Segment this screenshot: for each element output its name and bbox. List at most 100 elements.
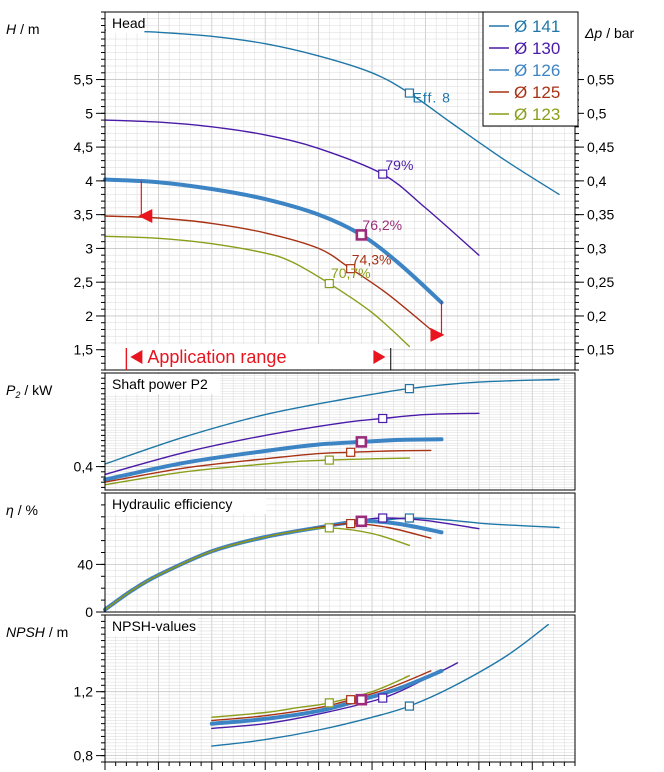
y-tick-label: 1,2 (74, 684, 94, 700)
legend-entry-d125: Ø 125 (514, 83, 560, 102)
operating-point-marker-d130 (378, 693, 388, 703)
x-tick-label: 30 (257, 769, 273, 772)
y-tick-label: 5,5 (74, 72, 94, 88)
operating-point-marker-d141 (404, 88, 415, 98)
y2-tick-label: 0,3 (587, 240, 607, 256)
y-axis-unit: / kW (24, 382, 53, 398)
panel-power: Shaft power P2 0,4 P2 / kW (6, 372, 576, 491)
y-axis-label: H / m (6, 21, 40, 37)
operating-point-marker-d130 (378, 169, 388, 179)
annotation-efficiency-label: Eff. 8 (413, 89, 451, 105)
y2-tick-label: 0,15 (587, 342, 614, 358)
x-tick-label: 60 (418, 769, 434, 772)
operating-point-marker-d130 (378, 513, 388, 523)
y2-tick-label: 0,2 (587, 308, 607, 324)
y-tick-label: 5 (85, 105, 93, 121)
panel-title: NPSH-values (112, 618, 196, 634)
operating-point-marker-d123 (324, 278, 334, 289)
curve-d130 (104, 119, 480, 256)
panel-title-box (106, 13, 145, 33)
curve-d125 (104, 449, 432, 483)
y-axis-symbol: η (6, 502, 14, 518)
x-axis-symbol: Q (514, 769, 525, 772)
y2-tick-label: 0,5 (587, 105, 607, 121)
y2-tick-label: 0,25 (587, 274, 614, 290)
annotation-efficiency-label: 74,3% (352, 252, 392, 268)
y2-axis-symbol: Δp (584, 25, 602, 41)
y-tick-label: 4 (85, 173, 93, 189)
operating-point-marker-d126 (355, 436, 368, 448)
y-tick-label: 0 (85, 604, 93, 620)
application-range-left-arrow (130, 350, 143, 364)
y2-axis-unit: / bar (606, 25, 634, 41)
curve-d123 (104, 235, 411, 348)
curve-d123 (104, 457, 411, 486)
x-axis-unit: / m³/h (528, 769, 564, 772)
legend-box (482, 11, 579, 127)
legend-entry-d126: Ø 126 (514, 61, 560, 80)
range-end-arrow (430, 327, 445, 342)
y-tick-label: 1,5 (74, 342, 94, 358)
panel-frame (104, 372, 576, 491)
y-tick-label: 2,5 (74, 274, 94, 290)
curve-d126 (209, 668, 444, 726)
y-tick-label: 4,5 (74, 139, 94, 155)
operating-point-marker-d125 (346, 518, 356, 529)
operating-point-marker-d123 (324, 455, 334, 465)
legend-entry-d123: Ø 123 (514, 105, 560, 124)
legend-entry-d130: Ø 130 (514, 39, 560, 58)
application-range-right-arrow (373, 350, 386, 364)
curve-d123 (211, 675, 411, 718)
curve-d130 (104, 412, 480, 476)
panel-title: Hydraulic efficiency (112, 496, 232, 512)
panel-title-box (106, 616, 198, 636)
curve-d141 (104, 29, 560, 196)
annotation-efficiency-label: 76,2% (362, 217, 402, 233)
y-tick-label: 3,5 (74, 207, 94, 223)
operating-point-marker-d126 (355, 515, 368, 528)
y2-tick-label: 0,4 (587, 173, 607, 189)
operating-point-marker-d123 (324, 698, 334, 708)
y-axis-unit: / m (20, 21, 39, 37)
curve-d126 (103, 177, 444, 305)
y2-axis-label: Δp / bar (584, 25, 635, 41)
operating-point-marker-d125 (346, 695, 356, 705)
y-tick-label: 2 (85, 308, 93, 324)
y-tick-label: 3 (85, 240, 93, 256)
x-tick-label: 70 (471, 769, 487, 772)
y-axis-unit: / m (49, 624, 68, 640)
x-tick-label: 50 (364, 769, 380, 772)
y-axis-label: NPSH / m (6, 624, 68, 640)
panel-frame (104, 11, 576, 371)
x-axis-label: Q/ m³/h (514, 769, 565, 772)
panel-title: Shaft power P2 (112, 376, 208, 392)
range-start-arrow (138, 208, 153, 223)
curve-d141 (211, 623, 549, 747)
y-axis-unit: / % (18, 502, 38, 518)
annotation-efficiency-label: 79% (385, 157, 413, 173)
curve-d125 (104, 215, 432, 331)
operating-point-marker-d123 (324, 523, 334, 533)
x-tick-label: 0 (101, 769, 109, 772)
operating-point-marker-d141 (404, 701, 415, 711)
y-axis-symbol: H (6, 21, 17, 37)
x-tick-label: 20 (204, 769, 220, 772)
curve-d125 (211, 670, 432, 722)
panel-efficiency: Hydraulic efficiency 0 40 η / % (6, 492, 576, 620)
legend-entry-d141: Ø 141 (514, 17, 560, 36)
x-axis: 0 10 20 30 40 50 60 70 Q/ m³/h (101, 762, 576, 772)
x-tick-label: 40 (311, 769, 327, 772)
annotation-efficiency-label: 70,7% (331, 265, 371, 281)
y-axis-label: η / % (6, 502, 38, 518)
y-tick-label: 40 (77, 556, 93, 572)
application-range-label: Application range (147, 347, 286, 367)
operating-point-marker-d126 (355, 229, 368, 241)
operating-point-marker-d125 (346, 447, 356, 457)
y-tick-label: 0,8 (74, 748, 94, 764)
panel-npsh: NPSH-values 0,8 1,2 NPSH / m (6, 614, 576, 764)
y-tick-label: 0,4 (74, 459, 94, 475)
y-axis-label: P2 / kW (6, 382, 53, 400)
y2-tick-label: 0,55 (587, 72, 614, 88)
panel-title: Head (112, 15, 145, 31)
